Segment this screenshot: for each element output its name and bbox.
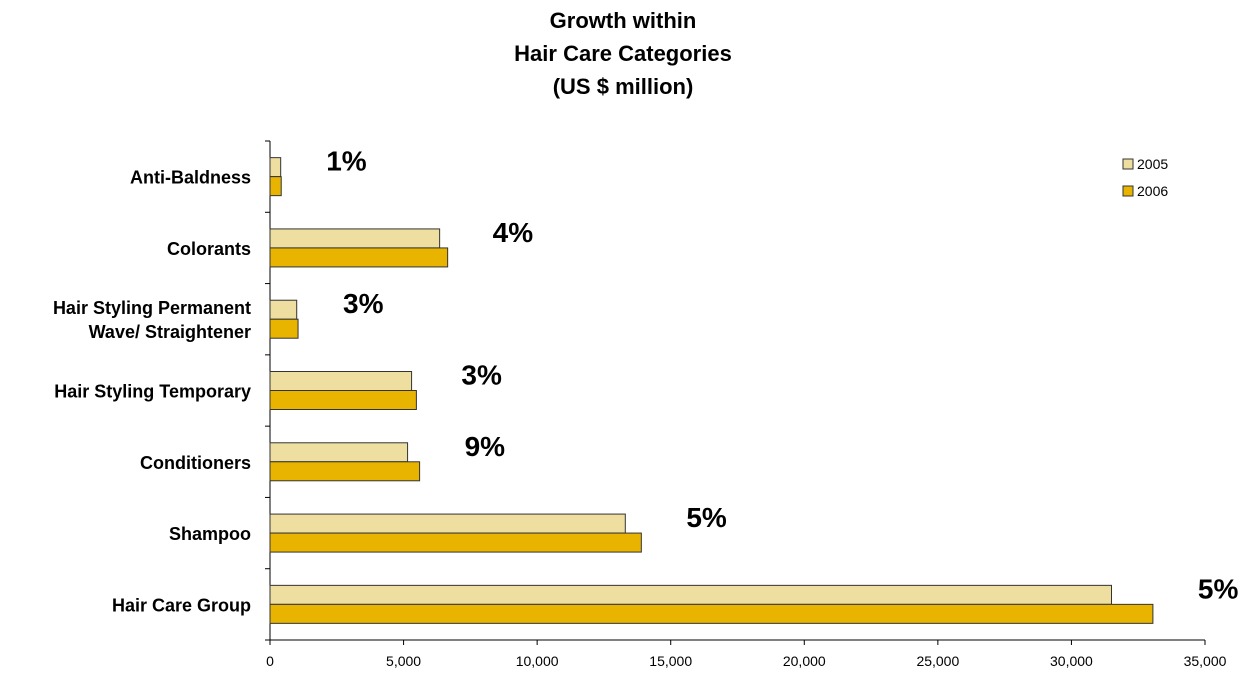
x-tick-label: 10,000 — [516, 653, 559, 669]
growth-labels: 1% 4% 3% 3% 9% 5% 5% — [326, 146, 1238, 605]
bar-2006 — [269, 247, 449, 268]
category-label: Shampoo — [169, 524, 251, 544]
legend-swatch-2006 — [1122, 185, 1134, 197]
category-label: Conditioners — [140, 453, 251, 473]
bar-2006 — [269, 461, 421, 482]
legend: 2005 2006 — [1122, 156, 1168, 199]
bar-2005 — [269, 371, 413, 391]
category-label: Hair Styling Permanent — [53, 298, 251, 318]
legend-label: 2006 — [1137, 183, 1168, 199]
bar-2006 — [269, 318, 299, 339]
x-tick-label: 30,000 — [1050, 653, 1093, 669]
bar-2006 — [269, 603, 1154, 624]
growth-label: 3% — [461, 360, 502, 391]
growth-label: 5% — [686, 502, 727, 533]
bar-2005 — [269, 584, 1112, 605]
x-tick-label: 15,000 — [649, 653, 692, 669]
bar-2005 — [269, 513, 626, 534]
legend-swatch-2005 — [1122, 158, 1134, 170]
chart-title-line: Growth within — [550, 8, 697, 33]
x-tick-label: 5,000 — [386, 653, 421, 669]
category-label: Anti-Baldness — [130, 168, 251, 188]
growth-label: 4% — [493, 217, 534, 248]
category-label: Hair Styling Temporary — [54, 382, 251, 402]
bar-2006 — [269, 532, 642, 553]
x-tick-label: 20,000 — [783, 653, 826, 669]
chart-title-line: (US $ million) — [553, 74, 694, 99]
x-tick-label: 35,000 — [1184, 653, 1227, 669]
growth-label: 3% — [343, 288, 384, 319]
x-tick-label: 25,000 — [916, 653, 959, 669]
bars — [269, 157, 1154, 624]
bar-2006 — [269, 176, 282, 197]
bar-2006 — [269, 390, 417, 410]
category-label: Colorants — [167, 239, 251, 259]
bar-2005 — [269, 157, 282, 178]
chart-title-line: Hair Care Categories — [514, 41, 732, 66]
chart-title: Growth within Hair Care Categories (US $ m… — [514, 8, 732, 99]
bar-2005 — [269, 299, 298, 320]
growth-label: 1% — [326, 146, 367, 177]
legend-label: 2005 — [1137, 156, 1168, 172]
x-tick-label: 0 — [266, 653, 274, 669]
growth-label: 5% — [1198, 573, 1239, 604]
bar-2005 — [269, 442, 409, 463]
category-label: Wave/ Straightener — [89, 322, 251, 342]
bar-2005 — [269, 228, 441, 249]
growth-label: 9% — [465, 431, 506, 462]
category-label: Hair Care Group — [112, 595, 251, 615]
category-labels: Anti-Baldness Colorants Hair Styling Perma… — [53, 168, 251, 616]
axes: 0 5,000 10,000 15,000 20,000 25,000 30,000 35,0… — [265, 140, 1227, 669]
